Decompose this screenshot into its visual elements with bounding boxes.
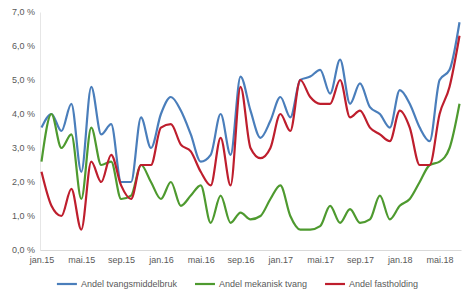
x-tick-label: mai.18 bbox=[427, 255, 454, 265]
legend-swatch bbox=[57, 283, 77, 285]
legend-item: Andel tvangsmiddelbruk bbox=[57, 279, 178, 289]
x-tick: mai.15 bbox=[68, 250, 95, 265]
x-axis-line bbox=[41, 250, 462, 251]
y-tick: 7,0 % bbox=[12, 7, 40, 17]
y-tick-label: 3,0 % bbox=[12, 143, 35, 153]
x-axis: jan.15 mai.15 sep.15 jan.16 mai.16 sep.16 jan.… bbox=[29, 250, 462, 265]
x-tick-label: mai.16 bbox=[188, 255, 215, 265]
plot: 0,0 % 1,0 % 2,0 % 3,0 % 4,0 % 5,0 % 6,0 % 7,0 %… bbox=[12, 7, 462, 265]
legend-label: Andel mekanisk tvang bbox=[219, 279, 307, 289]
x-tick: jan.16 bbox=[148, 250, 174, 265]
y-axis: 0,0 % 1,0 % 2,0 % 3,0 % 4,0 % 5,0 % 6,0 % 7,0 % bbox=[12, 7, 41, 255]
x-tick: sep.16 bbox=[228, 250, 255, 265]
x-tick-label: jan.17 bbox=[268, 255, 294, 265]
x-tick-label: sep.16 bbox=[228, 255, 255, 265]
y-tick: 5,0 % bbox=[12, 75, 40, 85]
legend: Andel tvangsmiddelbruk Andel mekanisk tva… bbox=[57, 279, 418, 289]
x-tick-label: jan.15 bbox=[29, 255, 55, 265]
chart: 0,0 % 1,0 % 2,0 % 3,0 % 4,0 % 5,0 % 6,0 % 7,0 %… bbox=[0, 0, 475, 296]
x-tick: sep.15 bbox=[108, 250, 135, 265]
y-tick: 3,0 % bbox=[12, 143, 40, 153]
y-tick-label: 5,0 % bbox=[12, 75, 35, 85]
series-line bbox=[41, 22, 459, 182]
y-tick: 6,0 % bbox=[12, 41, 40, 51]
legend-item: Andel fastholding bbox=[325, 279, 418, 289]
y-axis-line bbox=[40, 13, 41, 251]
y-tick-label: 6,0 % bbox=[12, 41, 35, 51]
x-tick-label: sep.17 bbox=[347, 255, 374, 265]
x-tick: mai.17 bbox=[307, 250, 334, 265]
legend-item: Andel mekanisk tvang bbox=[195, 279, 307, 289]
series-line bbox=[41, 104, 459, 230]
y-tick: 1,0 % bbox=[12, 211, 40, 221]
y-tick-label: 1,0 % bbox=[12, 211, 35, 221]
lines bbox=[41, 22, 459, 229]
y-tick-label: 4,0 % bbox=[12, 109, 35, 119]
x-tick: mai.16 bbox=[188, 250, 215, 265]
x-tick: sep.17 bbox=[347, 250, 374, 265]
legend-label: Andel tvangsmiddelbruk bbox=[81, 279, 178, 289]
x-tick-label: mai.17 bbox=[307, 255, 334, 265]
y-tick: 0,0 % bbox=[12, 245, 40, 255]
legend-swatch bbox=[195, 283, 215, 285]
x-tick: jan.17 bbox=[268, 250, 294, 265]
y-tick-label: 7,0 % bbox=[12, 7, 35, 17]
x-tick-label: jan.16 bbox=[148, 255, 174, 265]
legend-label: Andel fastholding bbox=[349, 279, 418, 289]
x-tick: jan.15 bbox=[29, 250, 55, 265]
x-tick-label: sep.15 bbox=[108, 255, 135, 265]
y-tick-label: 2,0 % bbox=[12, 177, 35, 187]
x-tick-label: jan.18 bbox=[387, 255, 413, 265]
x-tick: jan.18 bbox=[387, 250, 413, 265]
y-tick-label: 0,0 % bbox=[12, 245, 35, 255]
legend-swatch bbox=[325, 283, 345, 285]
series-line bbox=[41, 36, 459, 230]
x-tick-label: mai.15 bbox=[68, 255, 95, 265]
x-tick: mai.18 bbox=[427, 250, 454, 265]
y-tick: 2,0 % bbox=[12, 177, 40, 187]
y-tick: 4,0 % bbox=[12, 109, 40, 119]
